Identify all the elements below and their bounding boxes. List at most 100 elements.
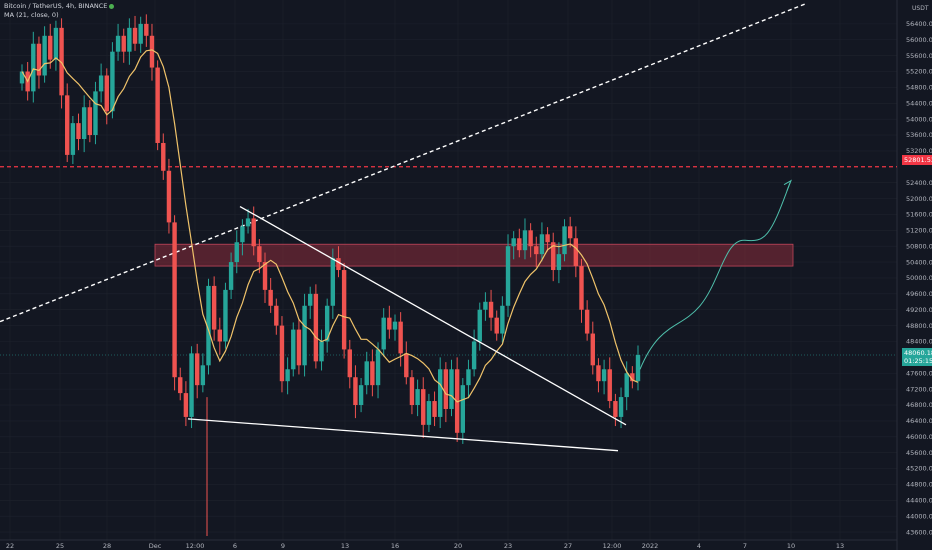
candle-body	[347, 349, 352, 378]
price-tick-label: 46400.00	[906, 417, 932, 425]
candle-body	[42, 35, 47, 76]
candle-body	[59, 27, 64, 96]
candle-body	[93, 91, 98, 136]
candle-body	[534, 246, 539, 255]
candle-body	[217, 329, 222, 342]
candle-body	[494, 317, 499, 334]
candle-body	[432, 401, 437, 417]
candle-body	[200, 365, 206, 386]
candle-body	[251, 218, 256, 247]
price-tick-label: 47200.00	[906, 385, 932, 393]
price-tick-label: 47600.00	[906, 369, 932, 377]
candle-body	[285, 369, 290, 382]
candle-body	[87, 107, 93, 136]
price-tick-label: 52400.00	[906, 179, 932, 187]
time-tick-label: 13	[341, 542, 349, 550]
candle-body	[607, 369, 612, 402]
candle-body	[556, 254, 562, 271]
price-tick-label: 50000.00	[906, 274, 932, 282]
candle-body	[404, 353, 409, 378]
candle-body	[590, 333, 595, 366]
candle-body	[370, 361, 375, 386]
price-tick-label: 56000.00	[906, 36, 932, 44]
candle-body	[31, 43, 36, 92]
chart-legend: Bitcoin / TetherUS, 4h, BINANCE MA (21, …	[4, 2, 115, 20]
candle-body	[262, 262, 268, 290]
candle-body	[324, 305, 330, 342]
candle-body	[149, 35, 155, 68]
price-tick-label: 54800.00	[906, 84, 932, 92]
price-tick-label: 52000.00	[906, 195, 932, 203]
candle-body	[477, 309, 482, 342]
candle-body	[189, 353, 194, 417]
candle-body	[466, 369, 471, 386]
candle-body	[36, 43, 42, 76]
candle-body	[206, 285, 211, 366]
candle-body	[104, 75, 109, 112]
candle-body	[500, 305, 505, 334]
price-tick-label: 49600.00	[906, 290, 932, 298]
candle-body	[438, 369, 443, 417]
ma-indicator-label[interactable]: MA (21, close, 0)	[4, 11, 59, 19]
price-tick-label: 49200.00	[906, 306, 932, 314]
candle-body	[341, 270, 347, 350]
candle-body	[421, 389, 426, 425]
candle-body	[579, 266, 584, 310]
candle-body	[426, 401, 432, 425]
price-tick-label: 44000.00	[906, 512, 932, 520]
time-tick-label: 6	[233, 542, 237, 550]
candle-body	[268, 289, 273, 306]
candle-body	[279, 325, 285, 382]
candle-body	[144, 23, 149, 36]
candle-body	[449, 369, 454, 409]
price-tick-label: 51600.00	[906, 211, 932, 219]
candle-body	[539, 234, 545, 255]
candle-body	[115, 35, 121, 52]
candle-body	[234, 242, 239, 263]
time-tick-label: 9	[281, 542, 285, 550]
price-tick-label: 46800.00	[906, 401, 932, 409]
time-tick-label: 22	[6, 542, 14, 550]
candle-body	[381, 317, 386, 350]
symbol-title[interactable]: Bitcoin / TetherUS, 4h, BINANCE	[4, 2, 108, 10]
price-tick-label: 54000.00	[906, 115, 932, 123]
candle-body	[398, 321, 403, 354]
price-tick-label: 46000.00	[906, 433, 932, 441]
candle-body	[161, 142, 166, 171]
candle-body	[166, 170, 172, 223]
price-tick-label: 45200.00	[906, 465, 932, 473]
candle-body	[375, 349, 381, 386]
candle-body	[618, 397, 624, 417]
price-tick-label: 51200.00	[906, 227, 932, 235]
time-tick-label: 2022	[642, 542, 659, 550]
price-tick-label: 48800.00	[906, 322, 932, 330]
candle-body	[228, 262, 234, 290]
candle-body	[460, 385, 466, 433]
candle-body	[172, 222, 177, 378]
time-tick-label: 10	[787, 542, 795, 550]
candle-body	[471, 341, 477, 370]
support-trendline	[187, 418, 619, 452]
candle-body	[178, 377, 183, 394]
time-tick-label: 20	[454, 542, 462, 550]
price-tick-label: 53600.00	[906, 131, 932, 139]
candle-body	[183, 393, 189, 417]
candle-body	[245, 218, 251, 227]
candle-body	[364, 361, 369, 386]
candle-body	[302, 305, 307, 366]
candle-body	[296, 329, 302, 366]
current-price: 48060.18	[904, 349, 932, 357]
candle-body	[127, 27, 132, 52]
candle-body	[630, 373, 635, 382]
price-tick-label: 50400.00	[906, 258, 932, 266]
candle-body	[132, 27, 138, 44]
dashed-trendline	[0, 3, 806, 323]
candle-body	[48, 35, 53, 60]
price-tick-label: 56400.00	[906, 20, 932, 28]
candle-body	[121, 35, 126, 52]
candle-body	[409, 377, 415, 406]
candle-body	[596, 365, 601, 382]
candle-body	[336, 258, 341, 271]
